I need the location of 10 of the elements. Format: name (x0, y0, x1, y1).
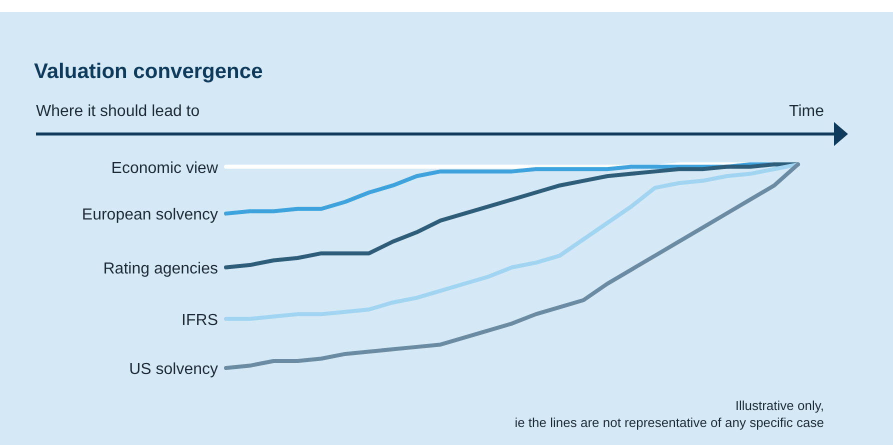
text: ie the lines are not representative of any specific case (514, 415, 824, 430)
series-label: US solvency (129, 361, 218, 378)
chart-subtitle: Where it should lead to (36, 103, 200, 120)
x-axis-title: Time (789, 103, 824, 120)
chart-title: Valuation convergence (34, 60, 263, 83)
series-label: Economic view (111, 160, 218, 177)
text: Illustrative only, (735, 398, 824, 413)
series-label: IFRS (182, 312, 218, 329)
series-label: European solvency (82, 206, 218, 224)
series-label: Rating agencies (103, 260, 218, 278)
